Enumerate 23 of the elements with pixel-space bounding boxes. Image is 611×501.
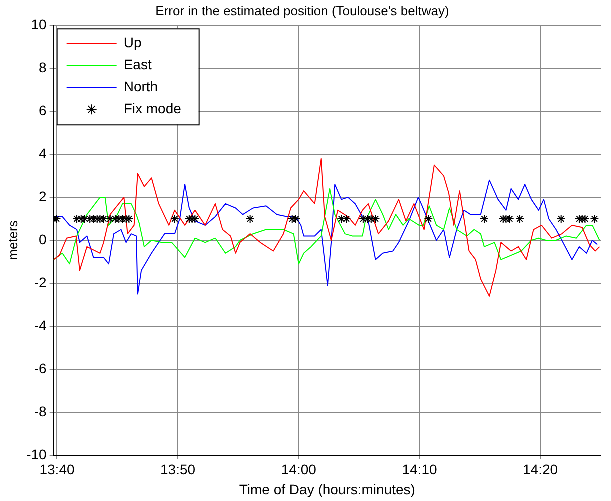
chart-title: Error in the estimated position (Toulouse's beltway) xyxy=(156,3,450,18)
y-tick-label: 4 xyxy=(39,145,48,162)
x-tick-label: 14:00 xyxy=(281,462,317,478)
x-tick-label: 13:50 xyxy=(160,462,196,478)
y-tick-label: 10 xyxy=(31,16,48,32)
y-tick-label: -2 xyxy=(34,274,48,290)
legend-label: Fix mode xyxy=(124,100,182,116)
y-tick-label: -10 xyxy=(26,446,48,462)
legend-label: East xyxy=(124,56,152,72)
legend-label: North xyxy=(124,78,158,94)
x-tick-label: 14:20 xyxy=(523,462,558,478)
y-tick-label: 2 xyxy=(39,188,48,204)
y-tick-label: -6 xyxy=(34,360,48,376)
x-axis-title: Time of Day (hours:minutes) xyxy=(239,481,416,498)
legend-label: Up xyxy=(124,34,142,50)
y-tick-label: -4 xyxy=(34,317,48,334)
y-tick-label: 8 xyxy=(39,59,48,76)
y-tick-label: -8 xyxy=(34,403,48,420)
y-tick-label: 6 xyxy=(39,102,48,118)
x-tick-label: 13:40 xyxy=(40,462,75,478)
y-tick-label: 0 xyxy=(39,231,48,248)
y-axis-title: meters xyxy=(5,220,20,260)
x-tick-label: 14:10 xyxy=(402,462,438,478)
